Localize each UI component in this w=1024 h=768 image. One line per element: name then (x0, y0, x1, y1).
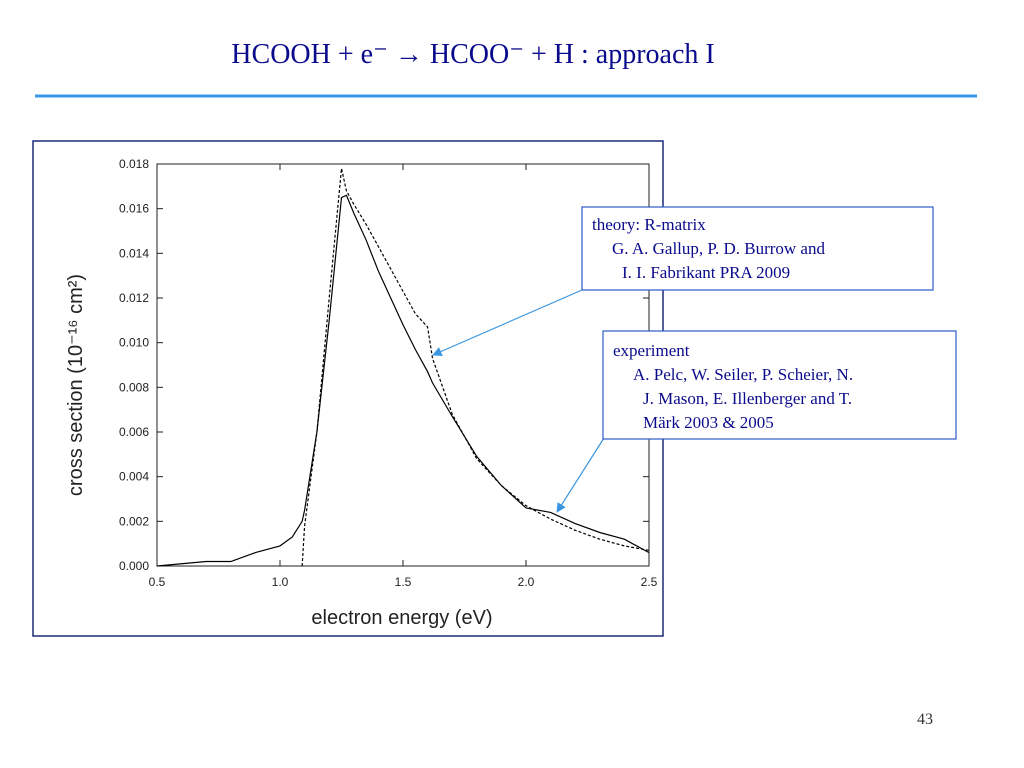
x-tick-label: 0.5 (149, 575, 166, 589)
y-tick-label: 0.018 (119, 157, 149, 171)
annotation-text: J. Mason, E. Illenberger and T. (643, 389, 852, 408)
arrow (432, 289, 583, 356)
x-tick-label: 1.5 (395, 575, 412, 589)
y-tick-label: 0.014 (119, 246, 149, 260)
line-series (301, 168, 650, 567)
line-series (156, 194, 650, 567)
slide-title: HCOOH + e⁻ → HCOO⁻ + H : approach I (231, 39, 714, 70)
x-axis-label: electron energy (eV) (311, 607, 492, 629)
annotation-text: G. A. Gallup, P. D. Burrow and (612, 239, 825, 258)
y-tick-label: 0.000 (119, 559, 149, 573)
x-tick-label: 2.5 (641, 575, 658, 589)
annotation-text: I. I. Fabrikant PRA 2009 (622, 263, 790, 282)
y-axis-label: cross section (10⁻¹⁶ cm²) (65, 274, 87, 496)
annotation-box (602, 330, 957, 440)
x-tick-label: 1.0 (272, 575, 289, 589)
annotation-box (581, 206, 934, 291)
page-number: 43 (917, 711, 933, 728)
arrow (556, 437, 605, 513)
annotation-text: Märk 2003 & 2005 (643, 413, 774, 432)
chart-frame (32, 140, 664, 637)
y-tick-label: 0.012 (119, 291, 149, 305)
y-tick-label: 0.002 (119, 514, 149, 528)
annotation-text: theory: R-matrix (592, 215, 706, 234)
y-tick-label: 0.004 (119, 470, 149, 484)
y-tick-label: 0.016 (119, 202, 149, 216)
annotation-text: experiment (613, 341, 690, 360)
annotation-text: A. Pelc, W. Seiler, P. Scheier, N. (633, 365, 853, 384)
y-tick-label: 0.010 (119, 336, 149, 350)
y-tick-label: 0.006 (119, 425, 149, 439)
x-tick-label: 2.0 (518, 575, 535, 589)
y-tick-label: 0.008 (119, 380, 149, 394)
